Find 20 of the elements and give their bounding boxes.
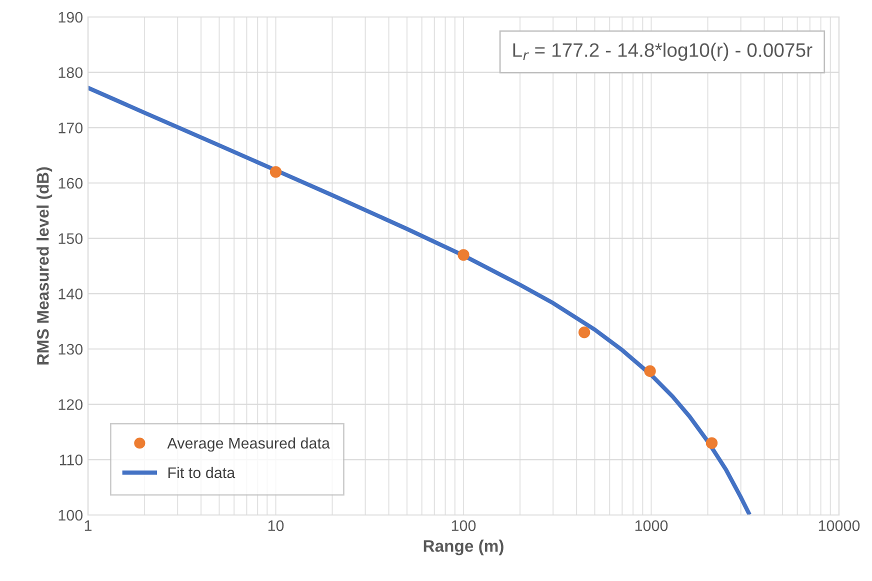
y-tick-label: 190: [58, 12, 83, 23]
y-tick-label: 150: [58, 233, 83, 244]
legend-label: Fit to data: [168, 466, 236, 478]
legend-label: Average Measured data: [167, 437, 330, 452]
y-tick-label: 130: [58, 344, 83, 355]
y-tick-label: 120: [58, 399, 83, 410]
x-tick-label: 10000: [818, 520, 860, 532]
x-tick-label: 1000: [635, 520, 668, 532]
y-tick-label: 170: [58, 122, 83, 134]
x-tick-label: 100: [452, 520, 476, 532]
annotation: L$_{r}$ = 177.2 - 14.8*log10(r) - 0.0075r: [513, 42, 812, 61]
x-tick-label: 1: [84, 520, 92, 531]
y-tick-label: 100: [58, 510, 83, 521]
x-axis-title: Range (m): [424, 540, 504, 556]
x-tick-label: 10: [268, 520, 284, 532]
y-tick-label: 140: [58, 288, 83, 300]
y-tick-label: 160: [58, 178, 83, 189]
y-tick-label: 110: [60, 454, 83, 466]
y-tick-label: 180: [58, 67, 83, 78]
y-axis-title: RMS Measured level (dB): [36, 167, 52, 364]
